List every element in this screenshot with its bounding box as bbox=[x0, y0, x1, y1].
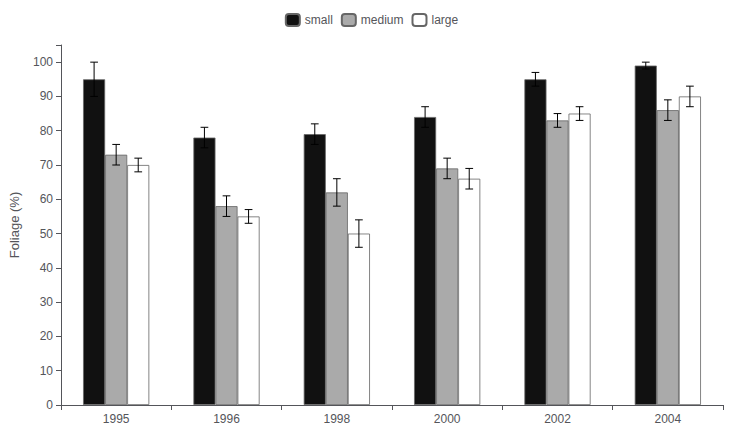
svg-text:50: 50 bbox=[40, 227, 54, 241]
svg-text:small: small bbox=[305, 13, 333, 27]
svg-text:0: 0 bbox=[46, 398, 53, 412]
svg-text:100: 100 bbox=[33, 55, 53, 69]
svg-text:70: 70 bbox=[40, 158, 54, 172]
svg-text:2004: 2004 bbox=[654, 412, 681, 426]
svg-text:medium: medium bbox=[361, 13, 404, 27]
svg-text:10: 10 bbox=[40, 364, 54, 378]
svg-text:Foliage (%): Foliage (%) bbox=[7, 192, 22, 258]
svg-text:2002: 2002 bbox=[544, 412, 571, 426]
svg-text:90: 90 bbox=[40, 89, 54, 103]
svg-text:1995: 1995 bbox=[103, 412, 130, 426]
svg-text:30: 30 bbox=[40, 295, 54, 309]
svg-text:large: large bbox=[431, 13, 458, 27]
svg-text:1996: 1996 bbox=[213, 412, 240, 426]
svg-text:80: 80 bbox=[40, 124, 54, 138]
svg-text:2000: 2000 bbox=[434, 412, 461, 426]
svg-text:20: 20 bbox=[40, 329, 54, 343]
svg-text:40: 40 bbox=[40, 261, 54, 275]
svg-text:60: 60 bbox=[40, 192, 54, 206]
svg-text:1998: 1998 bbox=[323, 412, 350, 426]
